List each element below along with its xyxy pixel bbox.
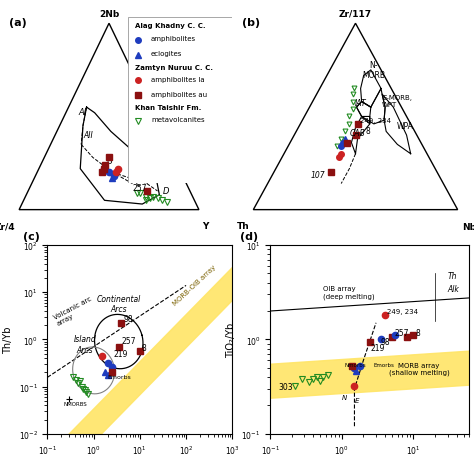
- Text: 2Nb: 2Nb: [99, 10, 119, 19]
- Text: 219: 219: [114, 349, 128, 358]
- Text: (b): (b): [242, 18, 260, 28]
- Text: 257: 257: [132, 184, 147, 192]
- Text: Nmorbs: Nmorbs: [345, 363, 366, 367]
- Text: (c): (c): [23, 232, 40, 242]
- Text: 8: 8: [415, 328, 420, 337]
- Text: MORB array
(shallow melting): MORB array (shallow melting): [389, 362, 449, 375]
- Text: Alag Khadny C. C.: Alag Khadny C. C.: [135, 23, 206, 29]
- Text: N: N: [342, 394, 347, 400]
- Text: (d): (d): [240, 232, 258, 242]
- Text: CAB: CAB: [349, 129, 365, 138]
- Text: Y: Y: [202, 222, 209, 231]
- Text: AI: AI: [79, 108, 87, 117]
- Text: 8: 8: [366, 127, 371, 136]
- Text: Alk: Alk: [447, 284, 459, 293]
- Text: 303: 303: [278, 382, 293, 391]
- Text: OIB array
(deep melting): OIB array (deep melting): [323, 285, 375, 299]
- Text: 257: 257: [121, 337, 136, 346]
- Text: N-
MORB: N- MORB: [363, 61, 385, 80]
- Text: (a): (a): [9, 18, 27, 28]
- Text: IAT: IAT: [355, 99, 366, 108]
- Text: 219: 219: [370, 343, 385, 352]
- Text: amphibolites: amphibolites: [151, 36, 196, 42]
- Text: amphibolites la: amphibolites la: [151, 77, 205, 83]
- Text: Zr/117: Zr/117: [339, 10, 372, 19]
- Text: Zamtyn Nuruu C. C.: Zamtyn Nuruu C. C.: [135, 65, 213, 71]
- Text: 107: 107: [310, 170, 325, 179]
- Text: C: C: [136, 179, 142, 188]
- Y-axis label: Th/Yb: Th/Yb: [3, 326, 13, 353]
- Text: eclogites: eclogites: [151, 51, 182, 57]
- Text: Khan Taishir Fm.: Khan Taishir Fm.: [135, 105, 201, 111]
- Text: 98: 98: [124, 314, 133, 323]
- Text: D: D: [163, 187, 170, 196]
- Y-axis label: TiO₂/Yb: TiO₂/Yb: [226, 322, 236, 357]
- Text: 257: 257: [395, 328, 410, 337]
- Text: NMORBS: NMORBS: [63, 402, 87, 406]
- Text: Island
Arcs: Island Arcs: [73, 335, 96, 354]
- Text: AII: AII: [84, 130, 93, 140]
- Text: E-MORB,
WPT: E-MORB, WPT: [382, 95, 412, 108]
- Text: Zr/4: Zr/4: [0, 222, 16, 231]
- Text: Volcanic arc
array: Volcanic arc array: [53, 295, 96, 326]
- Text: 249, 234: 249, 234: [360, 118, 391, 123]
- Text: 249, 234: 249, 234: [386, 308, 418, 314]
- FancyBboxPatch shape: [128, 18, 232, 184]
- Text: 8: 8: [142, 343, 146, 352]
- Text: Emorbs: Emorbs: [108, 374, 131, 379]
- Text: WPA: WPA: [397, 122, 414, 131]
- Text: amphibolites au: amphibolites au: [151, 91, 207, 97]
- Text: E: E: [355, 397, 359, 403]
- Text: Nb/16: Nb/16: [462, 222, 474, 231]
- Text: Th: Th: [447, 271, 457, 280]
- Text: Th: Th: [237, 222, 249, 231]
- Text: Emorbs: Emorbs: [374, 363, 395, 367]
- Text: Continental
Arcs: Continental Arcs: [97, 294, 141, 313]
- Text: 98: 98: [381, 337, 391, 346]
- Text: B: B: [107, 157, 113, 165]
- Text: metavolcanites: metavolcanites: [151, 117, 205, 123]
- Text: MORB-OIB array: MORB-OIB array: [172, 264, 217, 307]
